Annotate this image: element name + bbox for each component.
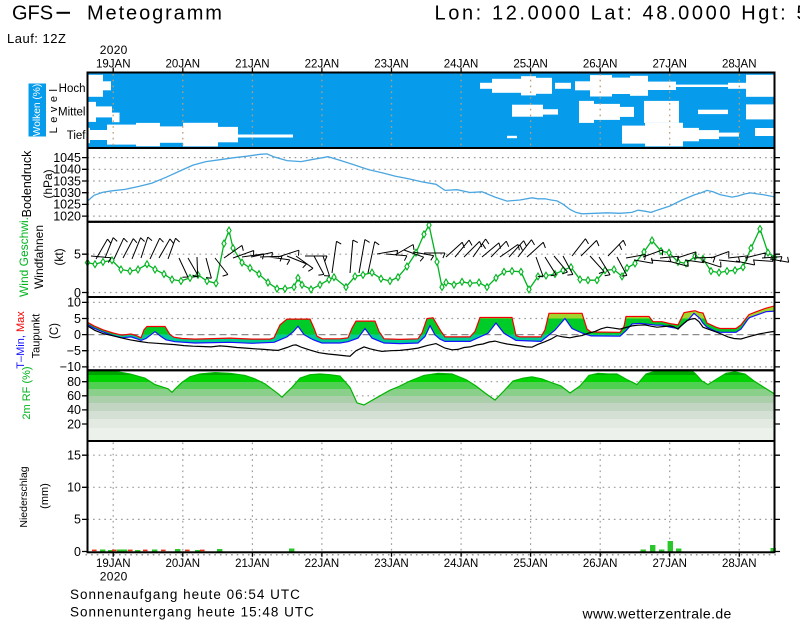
svg-text:22JAN: 22JAN [305,558,340,570]
svg-text:24JAN: 24JAN [444,59,479,71]
svg-text:T–Min, Max: T–Min, Max [15,311,27,369]
svg-text:−10: −10 [60,360,81,374]
svg-text:25JAN: 25JAN [513,59,548,71]
svg-text:25JAN: 25JAN [513,558,548,570]
svg-text:23JAN: 23JAN [374,558,409,570]
svg-text:Lauf: 12Z: Lauf: 12Z [7,31,66,46]
svg-text:20: 20 [67,417,81,431]
svg-text:2020: 2020 [100,43,128,57]
svg-text:1030: 1030 [53,186,81,200]
svg-text:20JAN: 20JAN [166,558,201,570]
svg-text:19JAN: 19JAN [96,59,131,71]
svg-text:80: 80 [67,375,81,389]
svg-text:(hPa): (hPa) [41,169,55,198]
svg-text:5: 5 [74,248,81,262]
svg-text:Bodendruck: Bodendruck [20,150,34,217]
svg-text:60: 60 [67,389,81,403]
svg-text:0: 0 [74,545,81,559]
svg-text:40: 40 [67,403,81,417]
svg-text:5: 5 [74,312,81,326]
svg-text:23JAN: 23JAN [374,59,409,71]
svg-text:21JAN: 21JAN [235,59,270,71]
svg-text:0: 0 [74,328,81,342]
svg-text:Taupunkt: Taupunkt [31,314,43,359]
svg-text:1035: 1035 [53,174,81,188]
svg-text:Wolken (%): Wolken (%) [32,84,43,136]
svg-text:20JAN: 20JAN [166,59,201,71]
svg-text:www.wetterzentrale.de: www.wetterzentrale.de [582,606,732,622]
svg-text:28JAN: 28JAN [722,59,757,71]
svg-text:Sonnenaufgang heute 06:54 UTC: Sonnenaufgang heute 06:54 UTC [70,587,301,602]
svg-text:27JAN: 27JAN [652,558,687,570]
svg-text:24JAN: 24JAN [444,558,479,570]
svg-text:1045: 1045 [53,151,81,165]
svg-text:2020: 2020 [100,570,128,584]
svg-text:(kt): (kt) [52,248,66,265]
svg-text:Hoch: Hoch [59,83,86,95]
svg-text:26JAN: 26JAN [583,558,618,570]
svg-text:26JAN: 26JAN [583,59,618,71]
svg-text:19JAN: 19JAN [96,558,131,570]
svg-text:Tief: Tief [67,130,87,142]
svg-text:GFS: GFS [12,3,53,25]
svg-text:Meteogramm: Meteogramm [87,3,224,25]
svg-text:(mm): (mm) [39,483,51,509]
svg-text:27JAN: 27JAN [652,59,687,71]
svg-text:10: 10 [67,296,81,310]
svg-text:5: 5 [74,513,81,527]
svg-text:10: 10 [67,481,81,495]
svg-text:28JAN: 28JAN [722,558,757,570]
svg-text:21JAN: 21JAN [235,558,270,570]
svg-text:22JAN: 22JAN [305,59,340,71]
svg-text:Mittel: Mittel [58,107,85,119]
svg-text:Lon: 12.0000 Lat: 48.0000 Hgt:: Lon: 12.0000 Lat: 48.0000 Hgt: 5 [435,3,800,25]
svg-text:−5: −5 [67,344,81,358]
svg-text:(C): (C) [49,323,61,339]
svg-text:Wind Geschwi.: Wind Geschwi. [17,217,31,297]
svg-text:Niederschlag: Niederschlag [18,466,30,527]
svg-text:Sonnenuntergang heute 15:48 UT: Sonnenuntergang heute 15:48 UTC [70,605,315,620]
svg-text:1020: 1020 [53,209,81,223]
svg-text:15: 15 [67,449,81,463]
svg-text:0: 0 [74,286,81,300]
svg-text:Level: Level [48,85,60,134]
svg-text:2m RF (%): 2m RF (%) [21,366,33,419]
svg-text:1040: 1040 [53,163,81,177]
svg-text:Windfahnen: Windfahnen [32,225,46,289]
svg-text:1025: 1025 [53,198,81,212]
